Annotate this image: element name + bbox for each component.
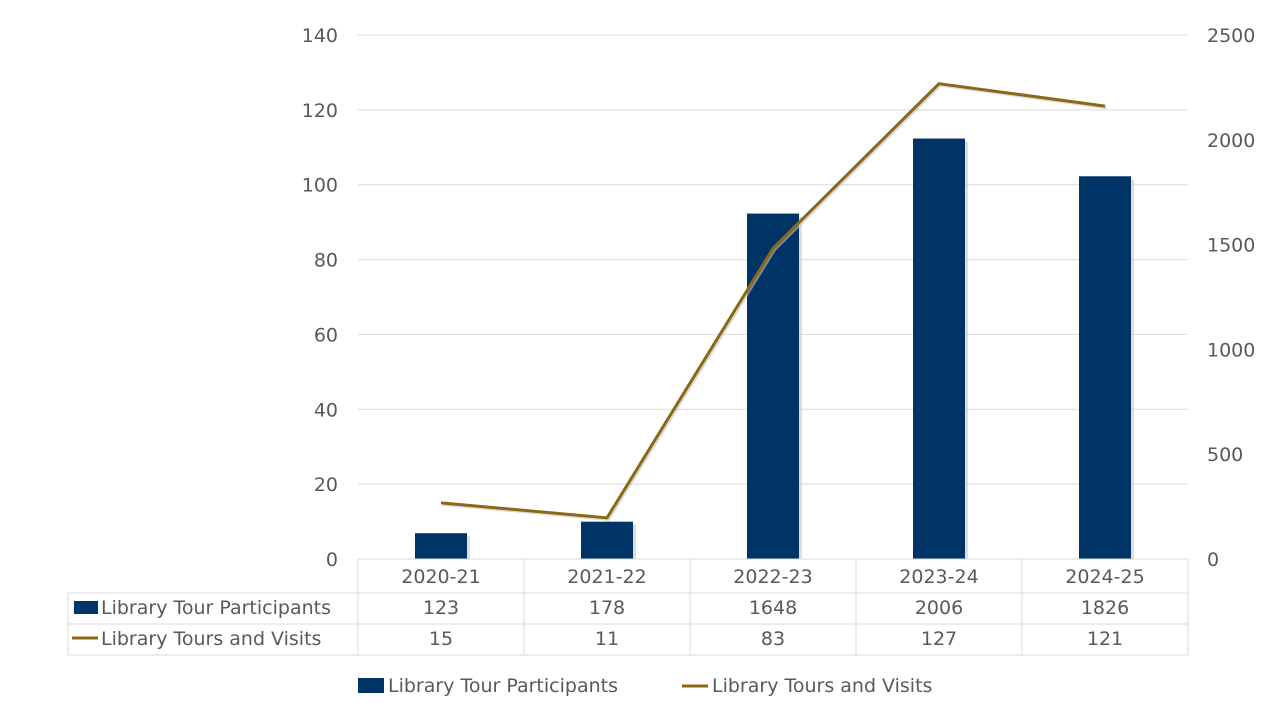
table-row-label: Library Tours and Visits <box>101 628 321 650</box>
bar <box>581 521 633 559</box>
table-cell: 123 <box>423 597 459 619</box>
right-axis-tick: 1500 <box>1207 235 1255 257</box>
category-label: 2021-22 <box>567 566 646 588</box>
bar <box>1079 176 1131 560</box>
line-path <box>440 82 1106 520</box>
right-axis-tick: 500 <box>1207 444 1243 466</box>
legend-line-label: Library Tours and Visits <box>712 675 932 697</box>
left-axis-tick: 100 <box>302 175 338 197</box>
legend-bar-label: Library Tour Participants <box>388 675 618 697</box>
table-bar-swatch-icon <box>74 601 98 614</box>
legend-bar-swatch-icon <box>358 678 384 693</box>
right-axis-tick: 0 <box>1207 549 1219 571</box>
left-axis-tick: 120 <box>302 100 338 122</box>
category-label: 2022-23 <box>733 566 812 588</box>
table-cell: 1826 <box>1081 597 1129 619</box>
legend: Library Tour Participants Library Tours … <box>358 675 932 697</box>
table-cell: 2006 <box>915 597 963 619</box>
bar <box>913 138 965 559</box>
left-axis-tick: 80 <box>314 250 338 272</box>
category-label: 2023-24 <box>899 566 978 588</box>
table-cell: 83 <box>761 628 785 650</box>
line-series-library-tours-and-visits <box>440 82 1107 521</box>
left-axis-ticks: 0 20 40 60 80 100 120 140 <box>302 25 338 571</box>
category-label: 2020-21 <box>401 566 480 588</box>
table-cell: 15 <box>429 628 453 650</box>
table-cell: 178 <box>589 597 625 619</box>
bar-series-library-tour-participants <box>415 138 1134 560</box>
left-axis-tick: 60 <box>314 324 338 346</box>
left-axis-tick: 140 <box>302 25 338 47</box>
table-cell: 1648 <box>749 597 797 619</box>
bar <box>747 213 799 559</box>
table-cell: 121 <box>1087 628 1123 650</box>
table-cell: 127 <box>921 628 957 650</box>
right-axis-tick: 2000 <box>1207 130 1255 152</box>
bar <box>415 533 467 559</box>
left-axis-tick: 0 <box>326 549 338 571</box>
left-axis-tick: 20 <box>314 474 338 496</box>
data-table: 2020-21 2021-22 2022-23 2023-24 2024-25 Libra… <box>67 558 1189 656</box>
right-axis-tick: 1000 <box>1207 339 1255 361</box>
table-cell: 11 <box>595 628 619 650</box>
category-label: 2024-25 <box>1065 566 1144 588</box>
right-axis-ticks: 0 500 1000 1500 2000 2500 <box>1207 25 1255 571</box>
left-axis-tick: 40 <box>314 399 338 421</box>
right-axis-tick: 2500 <box>1207 25 1255 47</box>
table-row-label: Library Tour Participants <box>101 597 331 619</box>
